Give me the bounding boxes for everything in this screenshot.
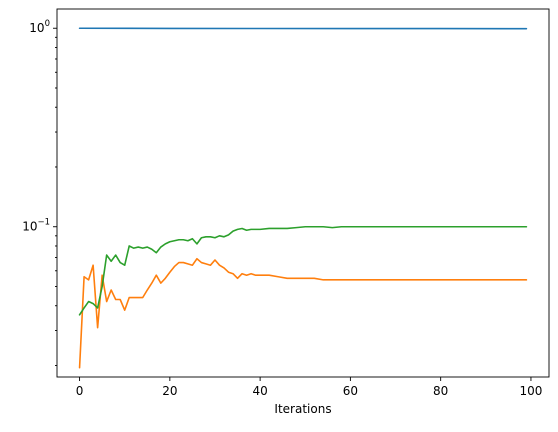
series-line-3 [78,225,528,316]
x-axis-ticks: 0 20 40 60 80 100 [76,377,542,398]
series-line-2 [78,257,528,369]
x-tick-label: 0 [76,384,84,398]
y-tick-label: 100 [29,19,50,35]
x-tick-label: 100 [519,384,542,398]
x-tick-label: 40 [252,384,267,398]
x-tick-label: 80 [433,384,448,398]
axes-frame [56,8,550,378]
y-axis-ticks: 10−1 100 [22,19,57,366]
x-axis-label: Iterations [274,402,331,416]
series-lines [78,27,528,369]
x-tick-label: 20 [162,384,177,398]
x-tick-label: 60 [343,384,358,398]
y-tick-label: 10−1 [22,218,50,234]
